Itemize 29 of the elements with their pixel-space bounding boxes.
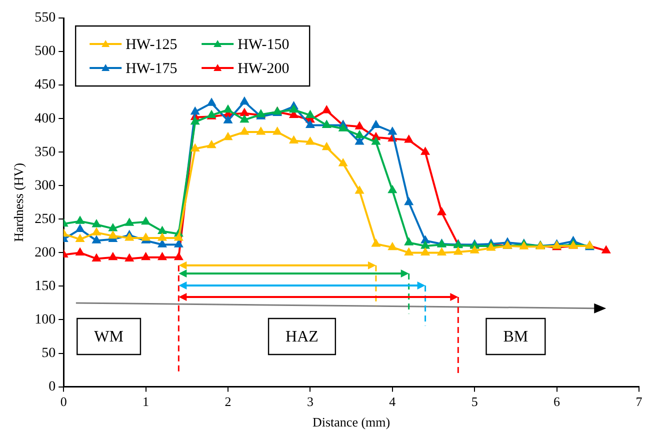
y-tick-label: 250 <box>34 212 56 227</box>
y-tick-label: 50 <box>42 346 56 361</box>
x-tick-label: 2 <box>224 394 232 410</box>
y-tick-label: 200 <box>34 245 56 260</box>
x-tick-label: 5 <box>471 394 478 410</box>
y-tick-label: 100 <box>34 312 56 328</box>
annotation: BM <box>503 328 528 346</box>
x-tick-label: 4 <box>389 394 396 410</box>
y-tick-label: 500 <box>34 44 56 60</box>
annotation: HAZ <box>286 328 318 346</box>
y-tick-label: 150 <box>34 278 56 294</box>
y-tick-label: 400 <box>34 111 56 126</box>
legend-label: HW-125 <box>126 36 178 53</box>
x-axis-title: Distance (mm) <box>312 414 390 430</box>
legend-label: HW-175 <box>126 60 178 77</box>
y-tick-label: 350 <box>34 144 56 160</box>
legend-label: HW-150 <box>238 36 290 53</box>
y-tick-label: 450 <box>34 78 56 93</box>
legend-label: HW-200 <box>238 60 290 77</box>
y-tick-label: 300 <box>34 178 56 194</box>
y-tick-label: 0 <box>48 379 56 394</box>
x-tick-label: 6 <box>554 394 561 410</box>
x-tick-label: 0 <box>60 394 67 410</box>
y-axis-title: Hardness (HV) <box>11 162 26 242</box>
x-tick-label: 3 <box>306 394 314 410</box>
y-tick-label: 550 <box>34 10 56 26</box>
x-tick-label: 7 <box>636 394 643 410</box>
x-tick-label: 1 <box>142 394 150 410</box>
annotation: WM <box>94 328 124 346</box>
